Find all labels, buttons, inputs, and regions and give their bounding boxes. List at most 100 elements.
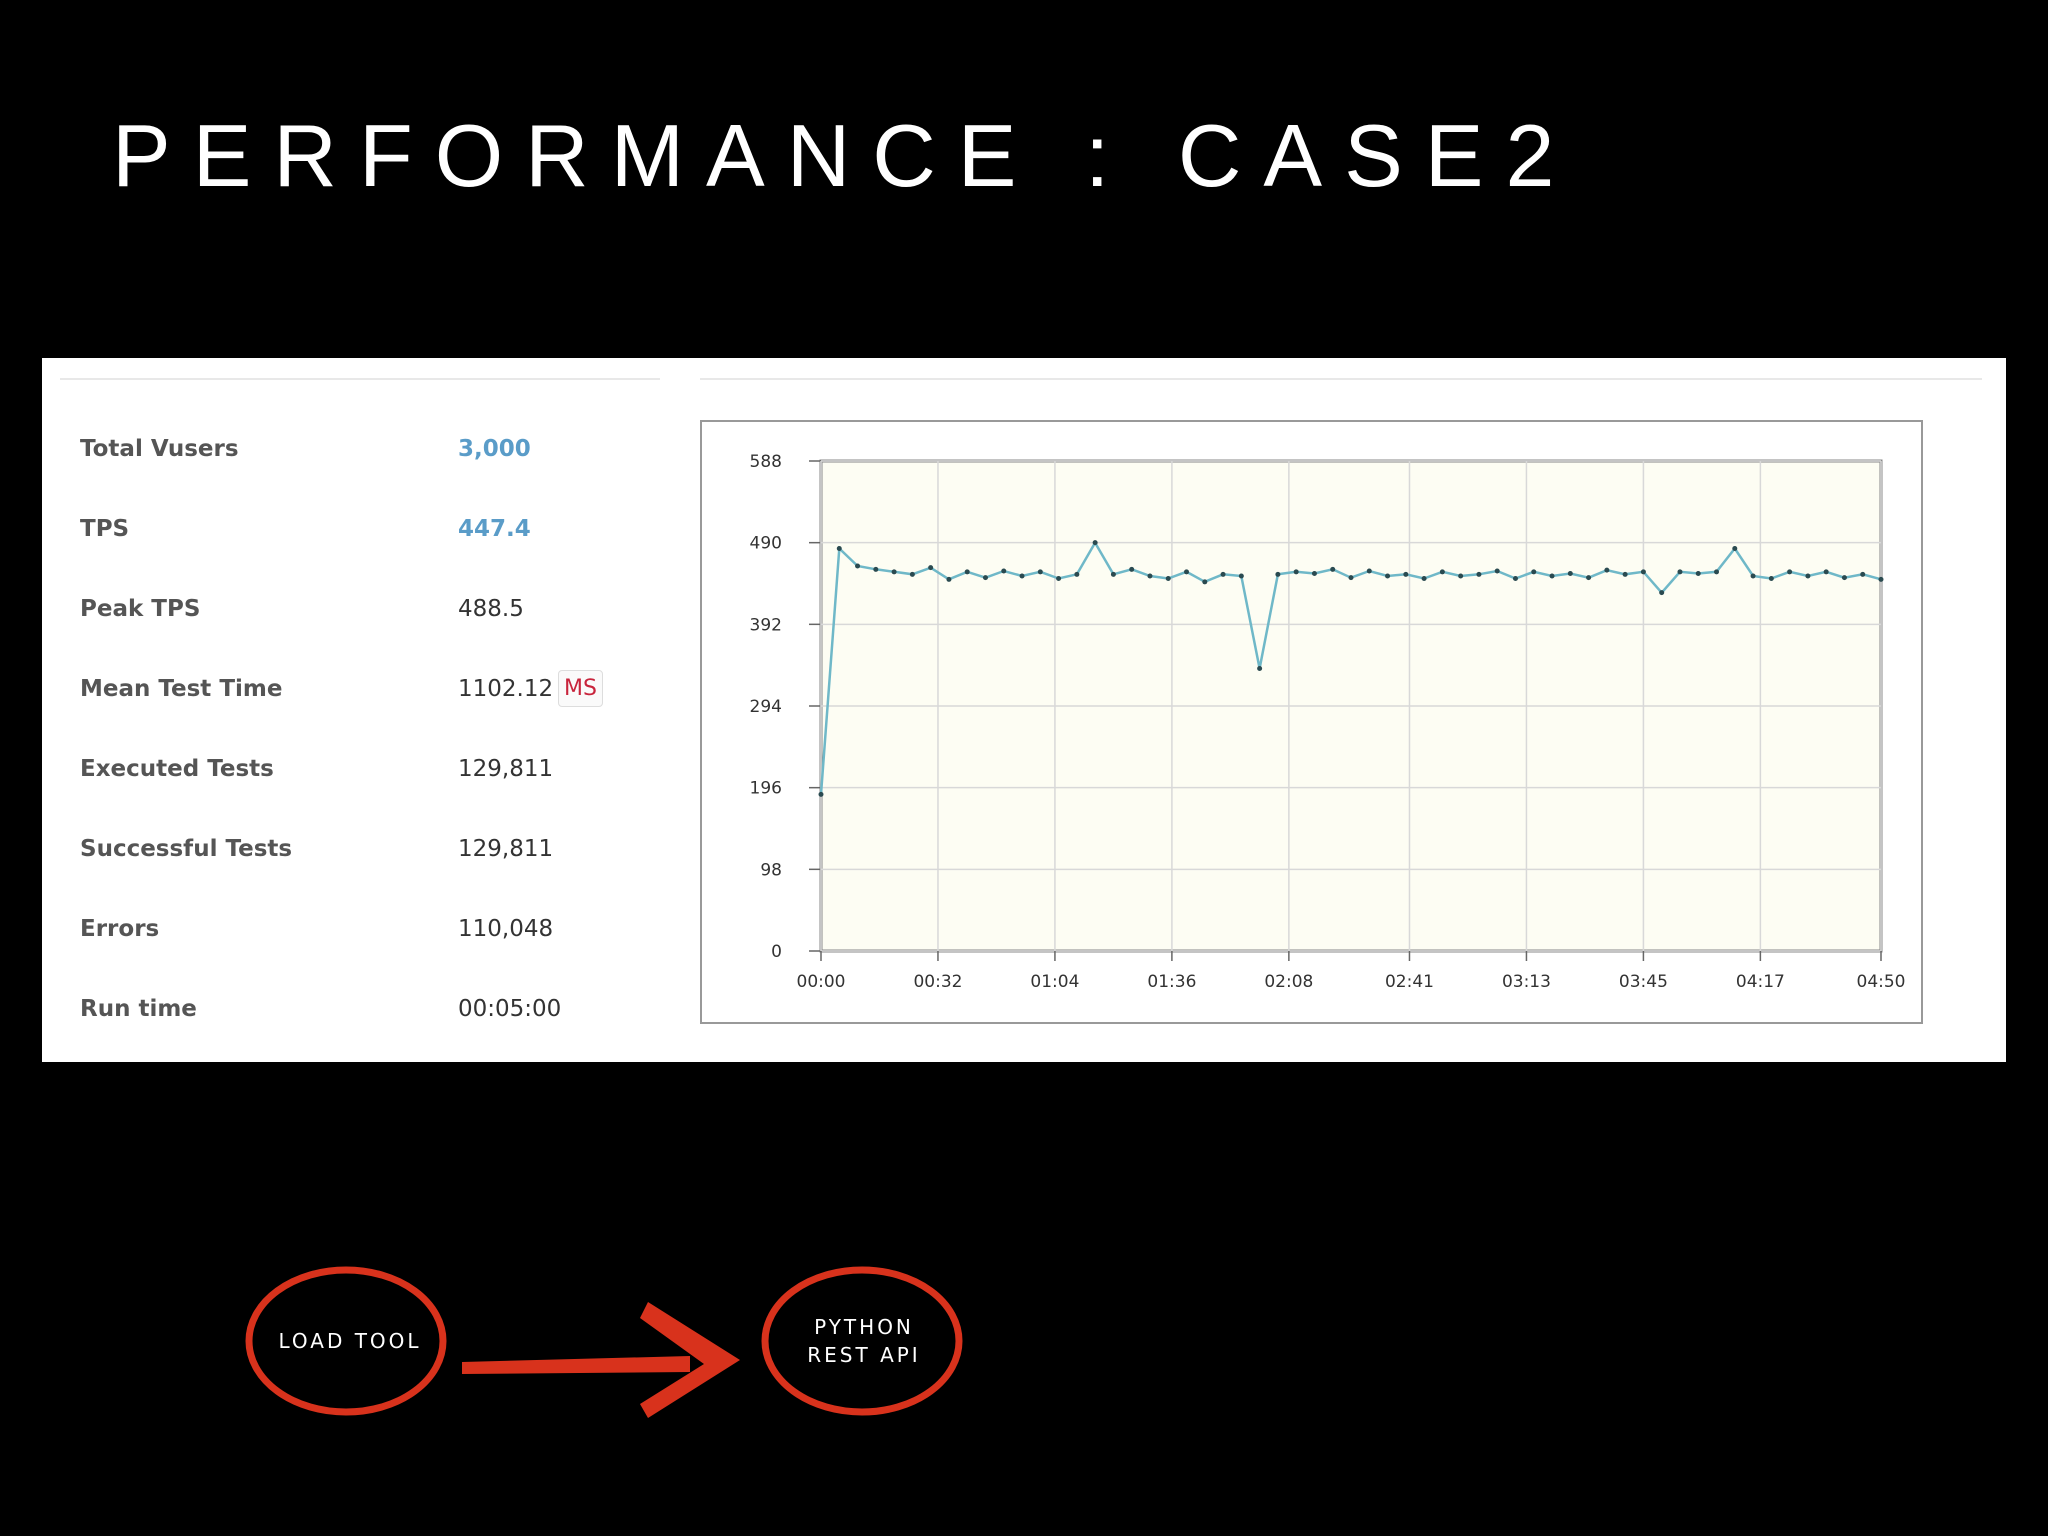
data-point [1622,571,1628,577]
stat-row: Mean Test Time 1102.12 MS [80,670,640,710]
data-point [982,575,988,581]
data-point [1787,569,1793,575]
arrow-shaft [462,1356,690,1374]
stat-label: Errors [80,916,160,942]
data-point [1805,573,1811,579]
data-point [1750,573,1756,579]
stat-value: 1102.12 [458,676,554,702]
data-point [1238,573,1244,579]
data-point [1311,571,1317,576]
stat-label: Mean Test Time [80,676,283,702]
data-point [1714,569,1720,575]
stat-label: Executed Tests [80,756,274,782]
data-point [1403,571,1409,577]
stat-value: 488.5 [458,596,524,622]
stat-label: Successful Tests [80,836,293,862]
data-point [1586,575,1592,581]
data-point [1293,569,1299,575]
stat-label: TPS [80,516,130,542]
data-point [1165,576,1171,581]
divider [700,378,1982,380]
data-point [1860,571,1866,577]
stat-row: TPS 447.4 [80,510,640,550]
data-point [818,791,824,797]
data-point [1531,569,1537,575]
stat-row: Peak TPS 488.5 [80,590,640,630]
data-point [873,566,879,572]
data-point [928,565,934,571]
data-point [891,569,897,575]
data-point [1439,569,1445,575]
data-point [1257,666,1263,671]
node-circle [761,1266,963,1416]
data-point [1330,566,1336,572]
stat-value: 129,811 [458,756,554,782]
x-tick-label: 01:36 [1147,972,1196,992]
data-point [1549,573,1555,579]
y-tick-label: 490 [750,534,782,554]
x-tick-label: 01:04 [1030,972,1079,992]
y-tick-label: 588 [750,452,782,472]
data-point [1074,571,1080,577]
data-point [1640,569,1646,575]
stat-row: Executed Tests 129,811 [80,750,640,790]
data-point [1056,576,1062,581]
data-point [1494,568,1500,574]
stat-unit: MS [558,670,603,707]
y-tick-label: 294 [750,697,782,717]
data-point [1129,566,1135,572]
data-point [1202,579,1208,585]
stat-label: Total Vusers [80,436,239,462]
y-tick-label: 98 [760,860,782,880]
stat-label: Peak TPS [80,596,201,622]
y-tick-label: 392 [750,615,782,635]
data-point [1092,540,1098,546]
data-point [1275,571,1281,577]
x-tick-label: 03:45 [1619,972,1668,992]
data-point [1019,573,1025,579]
data-point [1348,575,1354,581]
data-point [1695,571,1701,576]
data-point [964,569,970,575]
node-label: LOAD TOOL [278,1329,421,1353]
data-point [1184,569,1190,575]
stat-row: Run time 00:05:00 [80,990,640,1030]
data-point [1567,571,1573,576]
data-point [1878,576,1884,582]
data-point [1659,590,1665,596]
data-point [1385,573,1391,579]
slide-title: PERFORMANCE : CASE2 [112,106,1577,205]
node-label: PYTHON [814,1315,914,1339]
data-point [1366,568,1372,574]
data-point [1841,575,1847,581]
stat-value: 3,000 [458,436,531,462]
data-point [1037,569,1043,575]
data-point [1421,576,1427,581]
node-circle [245,1266,447,1416]
data-point [1677,569,1683,575]
y-tick-label: 196 [750,779,782,799]
data-point [1823,569,1829,575]
data-point [836,546,842,551]
stat-row: Successful Tests 129,811 [80,830,640,870]
data-point [1147,573,1153,579]
data-point [909,571,915,577]
x-tick-label: 04:17 [1736,972,1785,992]
data-point [946,576,952,582]
divider [60,378,660,380]
data-point [1768,576,1774,581]
data-point [1458,573,1464,579]
stat-row: Total Vusers 3,000 [80,430,640,470]
node-label: REST API [807,1343,920,1367]
data-point [1220,571,1226,577]
data-point [1604,567,1610,573]
stat-value: 110,048 [458,916,554,942]
x-tick-label: 04:50 [1857,972,1906,992]
x-tick-label: 02:08 [1264,972,1313,992]
data-point [1476,571,1482,577]
arrow-head [640,1302,740,1418]
stat-value: 00:05:00 [458,996,562,1022]
stat-value: 129,811 [458,836,554,862]
data-point [1110,571,1116,577]
